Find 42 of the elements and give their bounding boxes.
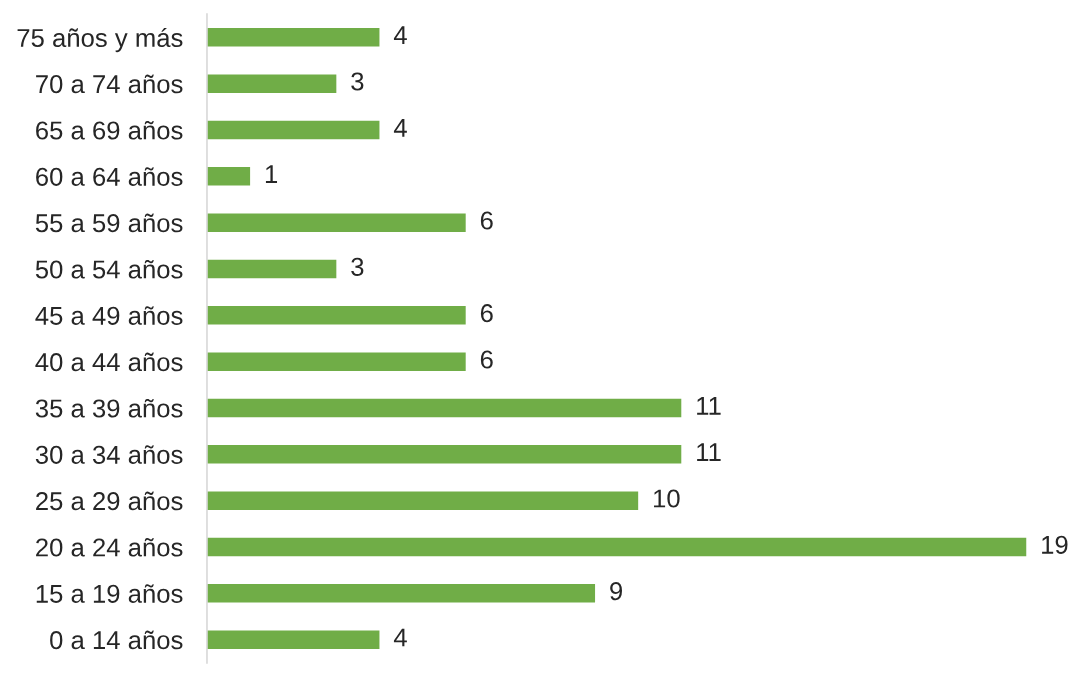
data-label: 4 (393, 628, 407, 647)
y-tick-label: 40 a 44 años (35, 352, 183, 372)
y-tick-label: 50 a 54 años (35, 259, 183, 279)
y-tick-label: 20 a 24 años (36, 537, 183, 557)
data-label: 10 (654, 489, 680, 508)
data-label: 6 (480, 350, 493, 369)
y-tick-label: 30 a 34 años (35, 445, 183, 464)
y-tick-label: 0 a 14 años (50, 630, 183, 650)
data-label: 4 (393, 118, 407, 137)
bar (206, 259, 337, 279)
data-label: 6 (480, 211, 493, 230)
data-label: 1 (265, 165, 278, 183)
bar (206, 491, 639, 510)
bar (206, 537, 1027, 557)
data-label: 11 (697, 396, 721, 415)
bar (206, 445, 682, 464)
y-tick-label: 75 años y más (17, 27, 183, 53)
y-tick-label: 65 a 69 años (36, 120, 183, 140)
bar (206, 167, 251, 186)
bar (206, 74, 337, 93)
y-tick-label: 35 a 39 años (35, 398, 183, 418)
y-tick-label: 70 a 74 años (36, 74, 183, 94)
bar (206, 306, 466, 325)
data-label: 3 (351, 257, 364, 276)
bar (206, 584, 596, 603)
bar (206, 120, 380, 140)
data-label: 11 (697, 443, 721, 461)
y-tick-label: 15 a 19 años (36, 584, 183, 603)
data-label: 9 (610, 582, 623, 601)
bar (206, 630, 380, 649)
y-tick-label: 45 a 49 años (35, 306, 183, 325)
data-label: 3 (351, 72, 364, 91)
bar (206, 352, 466, 371)
y-tick-label: 55 a 59 años (35, 213, 183, 233)
data-label: 6 (480, 304, 493, 323)
y-tick-label: 25 a 29 años (36, 491, 183, 511)
y-tick-label: 60 a 64 años (36, 167, 183, 186)
bar (206, 213, 466, 232)
data-label: 4 (393, 26, 407, 44)
data-label: 19 (1042, 535, 1068, 554)
bar (206, 28, 380, 47)
bar (206, 398, 682, 418)
